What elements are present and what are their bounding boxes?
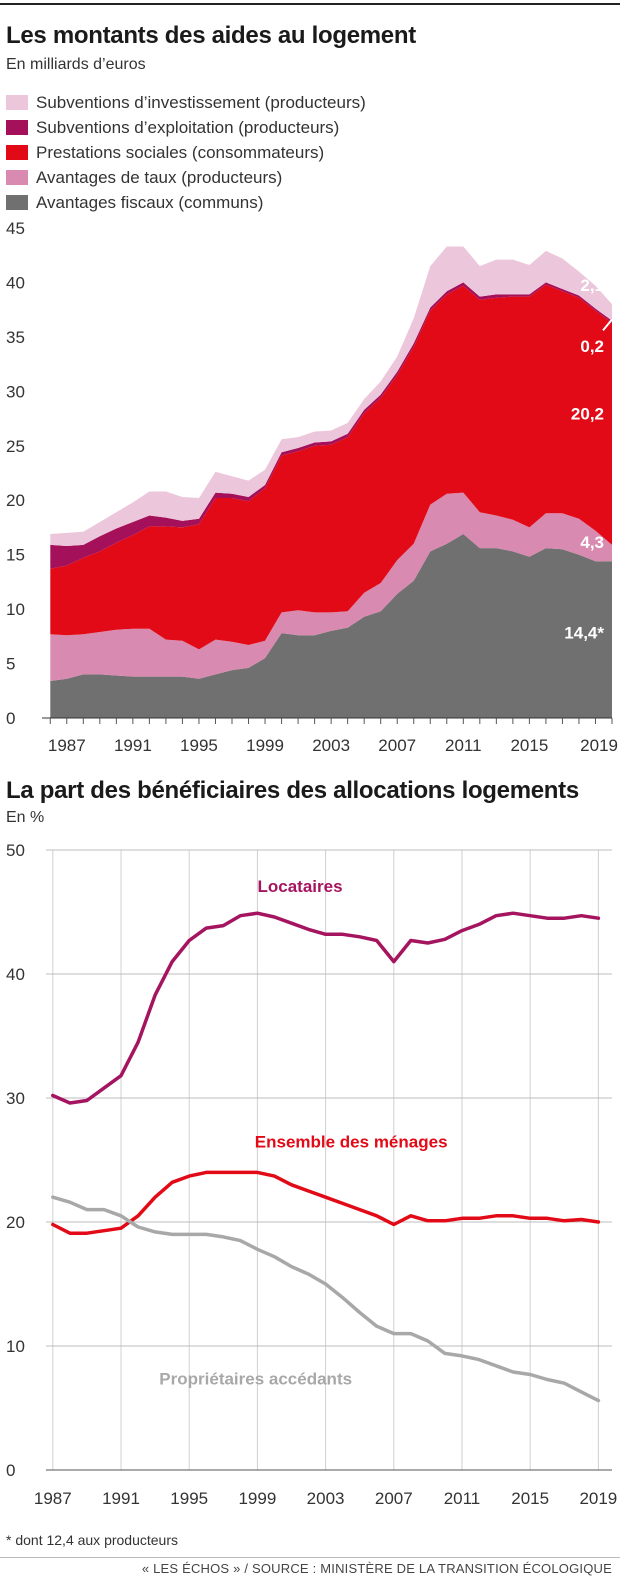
x-tick-label: 2003 [307, 1489, 345, 1508]
legend-label: Avantages de taux (producteurs) [36, 167, 283, 187]
source-credit: « LES ÉCHOS » / SOURCE : MINISTÈRE DE LA… [141, 1561, 612, 1576]
chart1-subtitle: En milliards d’euros [6, 56, 146, 73]
legend-swatch [6, 170, 28, 185]
legend-item: Prestations sociales (consommateurs) [6, 140, 366, 165]
x-tick-label: 2007 [375, 1489, 413, 1508]
area-series-4 [50, 246, 613, 546]
legend-swatch [6, 95, 28, 110]
y-tick-label: 35 [6, 328, 25, 347]
x-tick-label: 1987 [34, 1489, 72, 1508]
legend-item: Avantages fiscaux (communs) [6, 190, 366, 215]
legend-item: Subventions d’investissement (producteur… [6, 90, 366, 115]
y-tick-label: 45 [6, 220, 25, 238]
top-rule [0, 3, 620, 5]
y-tick-label: 30 [6, 382, 25, 401]
x-tick-label: 2019 [579, 1489, 617, 1508]
y-tick-label: 20 [6, 1213, 25, 1232]
x-tick-label: 1987 [48, 736, 86, 755]
y-tick-label: 30 [6, 1089, 25, 1108]
x-tick-label: 2007 [378, 736, 416, 755]
x-tick-label: 1999 [246, 736, 284, 755]
legend-label: Prestations sociales (consommateurs) [36, 142, 325, 162]
x-tick-label: 2011 [445, 736, 482, 755]
area-series-1 [50, 492, 613, 681]
legend-swatch [6, 120, 28, 135]
legend-swatch [6, 145, 28, 160]
y-tick-label: 25 [6, 437, 25, 456]
chart1-title: Les montants des aides au logement [6, 22, 416, 49]
chart2-title: La part des bénéficiaires des allocation… [6, 777, 579, 804]
y-tick-label: 10 [6, 1337, 25, 1356]
source-rule [0, 1557, 620, 1558]
y-tick-label: 5 [6, 655, 15, 674]
x-tick-label: 1995 [170, 1489, 208, 1508]
area-series-2 [50, 284, 613, 650]
area-series-3 [50, 282, 613, 569]
y-tick-label: 10 [6, 600, 25, 619]
legend-item: Avantages de taux (producteurs) [6, 165, 366, 190]
legend-swatch [6, 195, 28, 210]
x-tick-label: 2011 [444, 1489, 481, 1508]
x-tick-label: 1991 [102, 1489, 140, 1508]
legend-label: Avantages fiscaux (communs) [36, 192, 264, 212]
chart1-stacked-area: 0 5 10 15 20 25 30 35 40 45 1987 1991 1995 1999 2003 20… [6, 220, 618, 755]
data-label: 14,4* [564, 624, 604, 643]
y-tick-label: 40 [6, 273, 25, 292]
line-series-0 [51, 911, 601, 1105]
y-tick-label: 50 [6, 841, 25, 860]
y-tick-label: 40 [6, 965, 25, 984]
x-tick-label: 2019 [580, 736, 618, 755]
series-label: Locataires [257, 877, 342, 896]
y-tick-label: 0 [6, 1461, 15, 1480]
x-tick-label: 2003 [312, 736, 350, 755]
data-label: 4,3 [580, 533, 604, 552]
chart2-line-chart: 0 10 20 30 40 50 1987 1991 1995 1999 2003 2007 2011 2… [6, 841, 617, 1508]
series-label: Propriétaires accédants [159, 1369, 352, 1388]
legend-label: Subventions d’investissement (producteur… [36, 92, 366, 112]
data-label: 0,2 [580, 337, 604, 356]
footnote: * dont 12,4 aux producteurs [6, 1532, 179, 1548]
chart2-subtitle: En % [6, 809, 45, 826]
x-tick-label: 1991 [114, 736, 152, 755]
legend-item: Subventions d’exploitation (producteurs) [6, 115, 366, 140]
x-tick-label: 1995 [180, 736, 218, 755]
y-tick-label: 0 [6, 709, 15, 728]
area-series-0 [50, 534, 613, 718]
x-tick-label: 2015 [510, 736, 548, 755]
line-series-2 [51, 1195, 601, 1403]
chart1-legend: Subventions d’investissement (producteur… [6, 90, 366, 215]
annotation-pointer [602, 318, 613, 331]
line-series-1 [51, 1170, 601, 1235]
y-tick-label: 15 [6, 546, 25, 565]
legend-label: Subventions d’exploitation (producteurs) [36, 117, 340, 137]
data-label: 20,2 [571, 405, 604, 424]
x-tick-label: 2015 [511, 1489, 549, 1508]
data-label: 2,1 [580, 276, 604, 295]
series-label: Ensemble des ménages [255, 1133, 448, 1152]
y-tick-label: 20 [6, 491, 25, 510]
x-tick-label: 1999 [238, 1489, 276, 1508]
